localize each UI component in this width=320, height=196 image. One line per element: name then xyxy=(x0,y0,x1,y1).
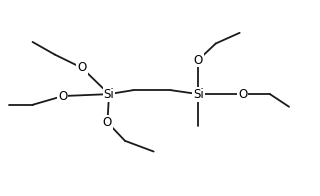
Text: O: O xyxy=(238,88,247,101)
Text: O: O xyxy=(194,54,203,67)
Text: Si: Si xyxy=(193,88,204,101)
Text: O: O xyxy=(103,116,112,129)
Text: O: O xyxy=(58,90,68,103)
Text: O: O xyxy=(77,61,87,74)
Text: Si: Si xyxy=(104,88,114,101)
